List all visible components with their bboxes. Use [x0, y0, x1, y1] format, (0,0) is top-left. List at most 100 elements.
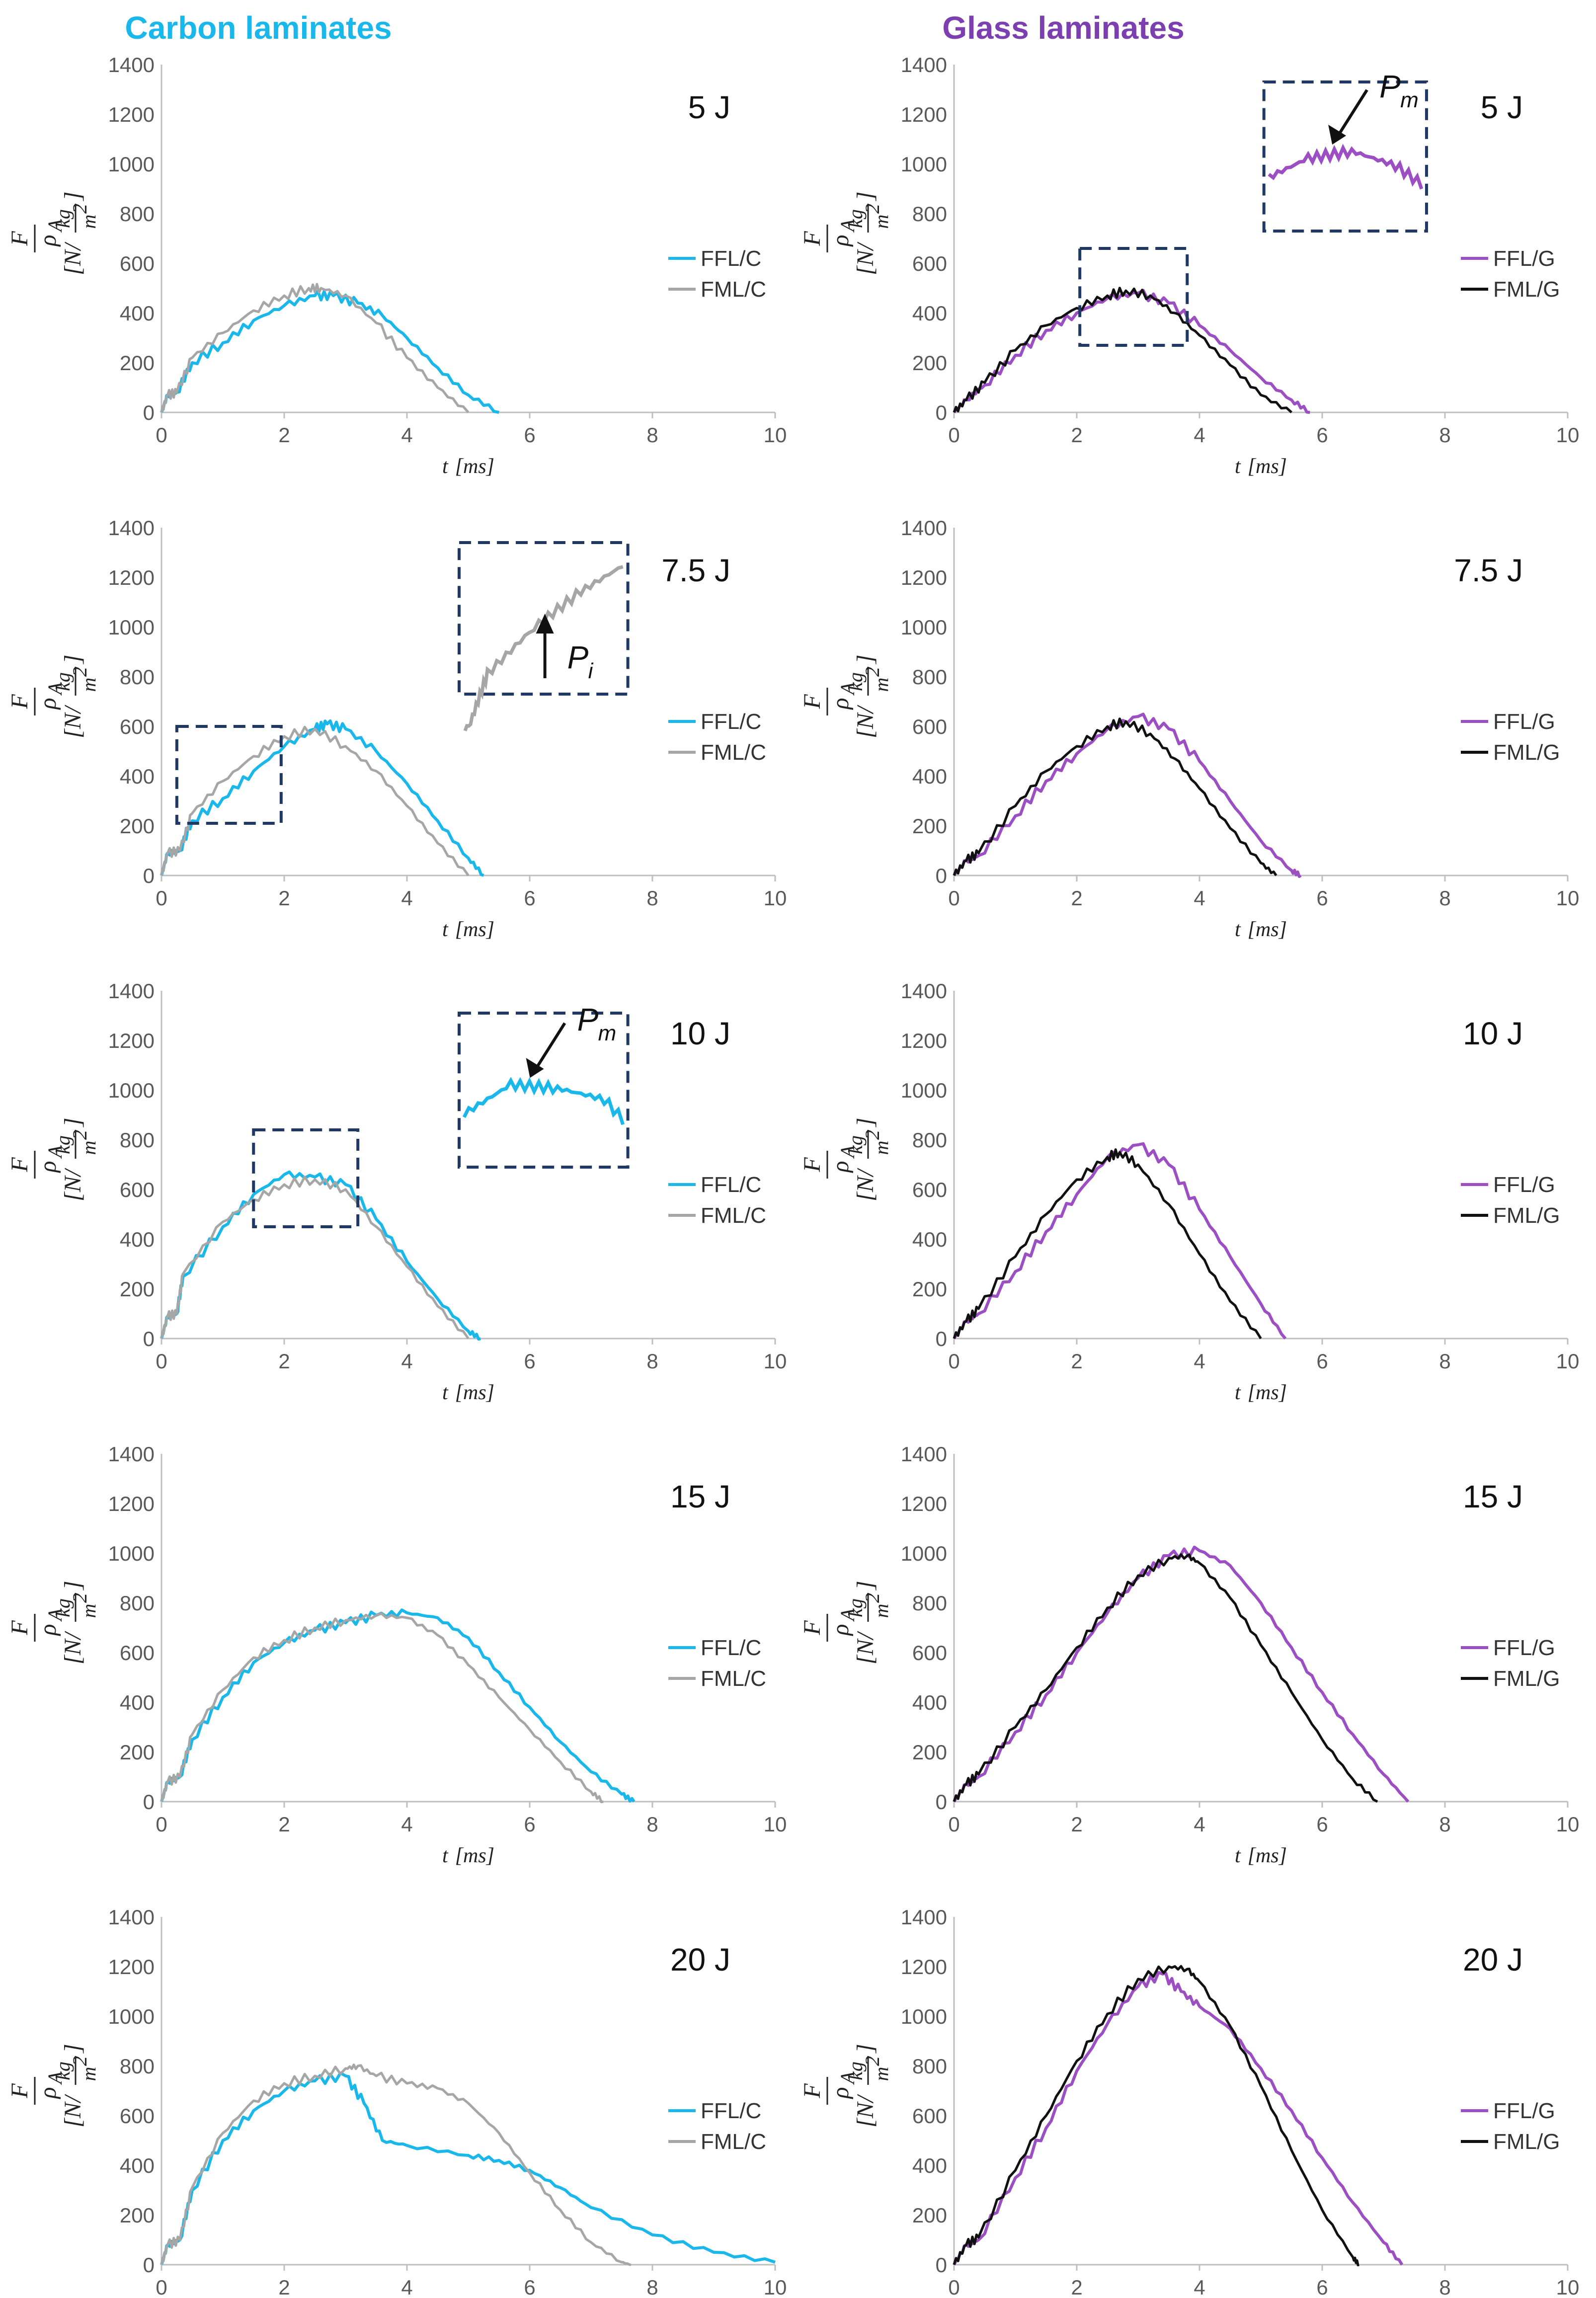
- chart-panel-carbon-8: 02468100200400600800100012001400t[ms]FρA…: [6, 1905, 787, 2298]
- x-axis-label: t [ms]: [442, 1844, 494, 1867]
- annotation-subscript: m: [598, 1021, 617, 1045]
- series-line-ffl-c: [160, 719, 484, 877]
- y-tick-label: 600: [120, 2104, 155, 2128]
- y-label-numerator: F: [799, 694, 825, 710]
- y-label-unit-exponent: 2: [69, 1130, 91, 1140]
- x-tick-label: 0: [156, 2276, 167, 2298]
- y-label-unit-denominator: m: [870, 678, 892, 692]
- y-tick-label: 1000: [108, 153, 155, 176]
- x-tick-label: 4: [401, 886, 412, 910]
- y-tick-label: 0: [936, 401, 947, 424]
- y-label-numerator: F: [6, 2083, 33, 2099]
- legend-label: FFL/G: [1493, 1636, 1555, 1660]
- annotation-arrowhead: [536, 614, 554, 634]
- x-tick-label: 10: [764, 1813, 787, 1836]
- x-tick-label: 0: [948, 1349, 959, 1373]
- y-label-denominator: ρ: [35, 2087, 61, 2099]
- y-label-numerator: F: [6, 231, 33, 246]
- y-label-unit-open: [N/: [852, 1631, 878, 1664]
- y-tick-label: 1200: [901, 566, 947, 589]
- y-tick-label: 1000: [901, 1079, 947, 1102]
- y-label-denominator-subscript: A: [836, 2071, 859, 2085]
- y-label-unit-numerator: kg: [844, 2061, 867, 2080]
- y-label-denominator-subscript: A: [836, 682, 859, 696]
- x-axis-label: t [ms]: [442, 455, 494, 478]
- y-tick-label: 600: [912, 715, 947, 738]
- y-label-unit-close: ]: [60, 654, 86, 665]
- x-tick-label: 8: [1439, 886, 1450, 910]
- x-tick-label: 6: [524, 1349, 535, 1373]
- x-tick-label: 4: [1194, 1813, 1205, 1836]
- y-label-unit-exponent: 2: [69, 1593, 91, 1603]
- y-label-unit-numerator: kg: [52, 672, 74, 691]
- annotation-arrowhead: [526, 1058, 544, 1078]
- y-tick-label: 400: [120, 1691, 155, 1714]
- y-label-unit-denominator: m: [870, 1141, 892, 1155]
- y-label-unit-exponent: 2: [861, 1130, 883, 1140]
- chart-panel-glass-7: 0 2 4 6 8 10 0 200 400 600 800 1000 1200 1400 t [ms] F ρA…: [799, 1442, 1579, 1867]
- legend-label: FFL/G: [1493, 246, 1555, 271]
- annotation-pm: P: [577, 1002, 599, 1037]
- x-tick-label: 2: [278, 1349, 290, 1373]
- y-label-denominator-subscript: A: [44, 682, 66, 696]
- energy-label: 15 J: [1463, 1479, 1523, 1514]
- x-axis-label: t [ms]: [1235, 1381, 1287, 1404]
- x-tick-label: 4: [401, 1349, 412, 1373]
- y-label-numerator: F: [799, 1157, 825, 1173]
- y-tick-label: 1000: [901, 616, 947, 639]
- zoom-region-box: [1078, 247, 1189, 347]
- y-tick-label: 800: [120, 1591, 155, 1615]
- y-label-unit-numerator: kg: [844, 1598, 867, 1617]
- y-tick-label: 0: [143, 864, 155, 887]
- y-tick-label: 0: [936, 1790, 947, 1814]
- series-line-ffl-g: [953, 1545, 1410, 1803]
- x-tick-label: 8: [1439, 1349, 1450, 1373]
- series-line-fml-g: [953, 1965, 1359, 2267]
- chart-panel-carbon-4: 0 2 4 6 8 10 0 200 400 600 800 1000 1200 1400 t [ms] F ρA…: [6, 979, 787, 1404]
- inset-curve: [463, 565, 624, 732]
- y-label-unit-denominator: m: [78, 215, 100, 229]
- y-label-unit-numerator: kg: [844, 1135, 867, 1154]
- y-label-denominator: ρ: [827, 1161, 854, 1173]
- y-tick-label: 800: [912, 665, 947, 689]
- x-axis-label: t [ms]: [1235, 455, 1287, 478]
- y-label-unit-numerator: kg: [844, 672, 867, 691]
- y-tick-label: 200: [912, 1741, 947, 1764]
- y-tick-label: 1400: [901, 1442, 947, 1466]
- y-label-denominator-subscript: A: [44, 1145, 66, 1159]
- y-label-numerator: F: [6, 1157, 33, 1173]
- y-tick-label: 1400: [901, 516, 947, 540]
- y-tick-label: 400: [912, 302, 947, 325]
- y-label-unit-numerator: kg: [52, 2061, 74, 2080]
- x-axis-label: t [ms]: [1235, 918, 1287, 941]
- y-label-denominator-subscript: A: [836, 1145, 859, 1159]
- x-tick-label: 2: [1071, 423, 1082, 447]
- legend-label: FFL/C: [701, 710, 761, 734]
- y-tick-label: 400: [912, 1228, 947, 1251]
- y-label-unit-denominator: m: [78, 1141, 100, 1155]
- y-label-unit-close: ]: [852, 1581, 878, 1591]
- series-line-fml-g: [953, 1148, 1262, 1340]
- chart-panel-carbon-0: 0 2 4 6 8 10 0 200 400 600 800 1000 1200 1400 t [ms] F ρA…: [6, 53, 787, 478]
- y-tick-label: 800: [912, 1128, 947, 1152]
- y-label-unit-denominator: m: [78, 2067, 100, 2081]
- y-tick-label: 200: [120, 814, 155, 838]
- y-tick-label: 0: [143, 1327, 155, 1350]
- legend-label: FML/C: [701, 1666, 766, 1691]
- y-label-unit-exponent: 2: [69, 667, 91, 677]
- y-tick-label: 400: [912, 765, 947, 788]
- y-label-denominator: ρ: [35, 1624, 61, 1636]
- legend-label: FFL/C: [701, 1173, 761, 1197]
- x-tick-label: 6: [524, 423, 535, 447]
- x-tick-label: 0: [156, 1813, 167, 1836]
- series-line-fml-c: [160, 1176, 470, 1340]
- y-tick-label: 1400: [108, 1442, 155, 1466]
- y-tick-label: 400: [120, 2154, 155, 2177]
- y-label-denominator-subscript: A: [44, 2071, 66, 2085]
- y-tick-label: 0: [143, 2253, 155, 2277]
